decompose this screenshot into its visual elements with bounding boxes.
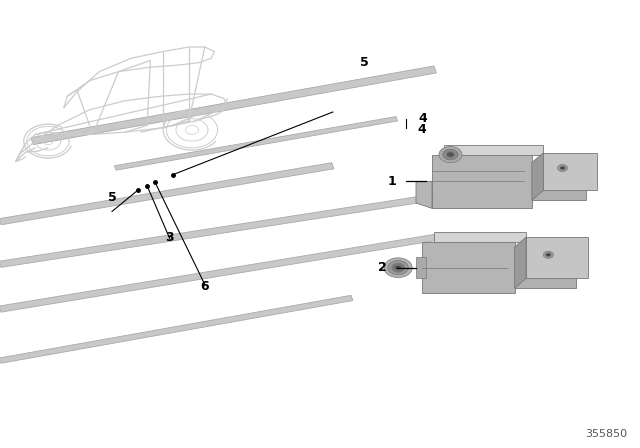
Text: 4: 4 xyxy=(418,123,427,137)
Polygon shape xyxy=(515,237,526,289)
Text: 5: 5 xyxy=(108,191,116,204)
Polygon shape xyxy=(0,194,436,267)
Text: 3: 3 xyxy=(165,231,174,244)
Polygon shape xyxy=(526,237,588,278)
Polygon shape xyxy=(388,261,408,275)
Polygon shape xyxy=(546,253,551,257)
Polygon shape xyxy=(439,146,462,163)
Polygon shape xyxy=(444,145,543,155)
Text: 2: 2 xyxy=(378,261,387,274)
Text: 6: 6 xyxy=(200,280,209,293)
Text: 5: 5 xyxy=(360,56,369,69)
Polygon shape xyxy=(0,295,353,363)
Polygon shape xyxy=(543,153,597,190)
Polygon shape xyxy=(543,251,554,258)
Polygon shape xyxy=(0,163,334,225)
Text: 4: 4 xyxy=(418,112,427,125)
Polygon shape xyxy=(447,152,454,157)
Polygon shape xyxy=(31,66,436,145)
Polygon shape xyxy=(434,232,526,242)
Polygon shape xyxy=(384,258,412,277)
Polygon shape xyxy=(0,234,436,312)
Polygon shape xyxy=(432,155,532,208)
Polygon shape xyxy=(422,242,515,293)
Polygon shape xyxy=(443,149,458,160)
Text: 355850: 355850 xyxy=(585,429,627,439)
Polygon shape xyxy=(416,181,432,208)
Polygon shape xyxy=(395,266,401,270)
Polygon shape xyxy=(557,164,568,172)
Polygon shape xyxy=(416,257,426,278)
Polygon shape xyxy=(532,153,543,200)
Polygon shape xyxy=(515,247,576,289)
Polygon shape xyxy=(532,163,586,200)
Polygon shape xyxy=(560,166,565,170)
Text: 1: 1 xyxy=(388,175,397,188)
Polygon shape xyxy=(115,116,397,170)
Polygon shape xyxy=(392,263,404,272)
